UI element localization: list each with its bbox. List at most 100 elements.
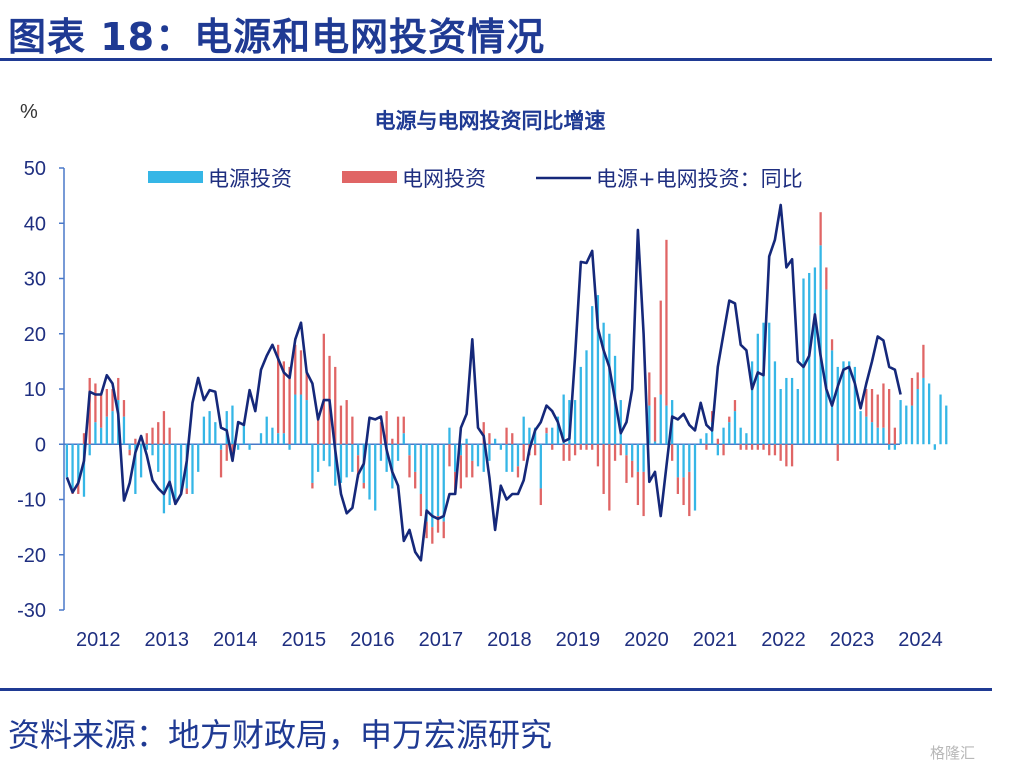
power-source-bar [939, 394, 942, 445]
grid-investment-bar [488, 433, 491, 445]
power-source-bar [545, 433, 548, 445]
grid-investment-bar [362, 482, 365, 489]
grid-investment-bar [916, 372, 919, 389]
power-source-bar [705, 433, 708, 445]
power-source-bar [242, 422, 246, 445]
grid-investment-bar [511, 433, 514, 445]
power-source-bar [334, 444, 337, 486]
grid-investment-bar [299, 350, 303, 395]
power-source-bar [551, 427, 554, 445]
power-source-bar [431, 444, 434, 528]
power-source-bar [316, 444, 320, 472]
grid-investment-bar [282, 361, 285, 434]
power-source-bar [893, 444, 897, 450]
power-source-bar [448, 427, 451, 445]
power-source-bar [339, 444, 343, 483]
grid-investment-bar [585, 444, 588, 450]
grid-investment-bar [682, 477, 685, 506]
grid-investment-bar [653, 397, 657, 442]
power-source-bar [476, 444, 480, 467]
grid-investment-bar [157, 422, 160, 445]
grid-investment-bar [88, 377, 91, 445]
power-source-bar [488, 444, 491, 461]
power-source-bar [585, 350, 588, 445]
x-tick-label: 2017 [419, 629, 464, 651]
grid-investment-bar [334, 366, 337, 445]
power-source-bar [208, 411, 211, 445]
power-source-bar [471, 444, 474, 461]
power-source-bar [910, 405, 914, 445]
source-note: 资料来源：地方财政局，申万宏源研究 [8, 716, 553, 754]
footer-divider [0, 688, 992, 691]
grid-investment-bar [516, 466, 520, 478]
power-source-bar [825, 289, 828, 445]
power-source-bar [728, 422, 731, 445]
grid-investment-bar [573, 444, 577, 456]
x-tick-label: 2016 [350, 629, 395, 651]
grid-investment-bar [545, 427, 548, 434]
power-source-bar [888, 444, 891, 450]
power-source-bar [790, 377, 794, 445]
power-source-bar [88, 444, 91, 456]
grid-investment-bar [790, 444, 794, 467]
power-source-bar [299, 394, 303, 445]
grid-investment-bar [408, 455, 411, 478]
x-tick-label: 2021 [693, 629, 738, 651]
power-source-bar [122, 416, 126, 445]
power-source-bar [237, 444, 240, 450]
power-source-bar [591, 306, 594, 445]
power-source-bar [945, 405, 948, 445]
power-source-bar [248, 444, 251, 450]
y-axis-unit: % [20, 101, 38, 123]
grid-investment-bar [756, 444, 759, 450]
grid-investment-bar [762, 444, 765, 450]
grid-investment-bar [219, 449, 223, 478]
power-source-bar [602, 322, 605, 445]
grid-investment-bar [77, 482, 80, 494]
power-source-bar [276, 433, 280, 445]
y-tick-label: 10 [24, 379, 46, 401]
grid-investment-bar [414, 471, 417, 489]
power-source-bar [819, 245, 822, 445]
figure-title: 图表 18：电源和电网投资情况 [8, 15, 546, 59]
y-tick-label: 40 [24, 213, 46, 235]
grid-investment-bar [659, 300, 662, 395]
grid-investment-bar [865, 389, 868, 417]
grid-investment-bar [676, 477, 680, 494]
grid-investment-bar [562, 444, 565, 461]
grid-investment-bar [402, 416, 405, 434]
header-divider [0, 58, 992, 61]
grid-investment-bar [351, 416, 354, 445]
grid-investment-bar [750, 444, 754, 450]
power-source-bar [802, 278, 805, 445]
power-source-bar [225, 411, 228, 445]
power-source-bar [265, 416, 268, 445]
power-source-bar [865, 416, 868, 445]
grid-investment-bar [425, 521, 428, 539]
grid-investment-bar [168, 427, 171, 445]
grid-investment-bar [636, 471, 640, 506]
power-source-bar [197, 444, 200, 472]
power-source-bar [870, 422, 874, 445]
legend-grid-investment-swatch [342, 171, 397, 183]
power-source-bar [408, 444, 411, 456]
power-source-bar [414, 444, 417, 472]
power-source-bar [522, 416, 525, 445]
grid-investment-bar [225, 444, 228, 461]
power-source-bar [454, 444, 457, 472]
power-source-bar [699, 438, 702, 445]
x-tick-label: 2024 [898, 629, 943, 651]
grid-investment-bar [471, 460, 474, 478]
power-source-bar [94, 422, 97, 445]
grid-investment-bar [688, 471, 691, 517]
grid-investment-bar [448, 444, 451, 467]
power-source-bar [573, 400, 577, 445]
power-source-bar [842, 361, 845, 445]
grid-investment-bar [442, 521, 445, 539]
grid-investment-bar [870, 389, 874, 423]
grid-investment-bar [465, 444, 468, 478]
power-source-bar [733, 411, 737, 445]
grid-investment-bar [830, 339, 834, 351]
power-source-bar [214, 422, 217, 445]
grid-investment-bar [625, 455, 628, 483]
